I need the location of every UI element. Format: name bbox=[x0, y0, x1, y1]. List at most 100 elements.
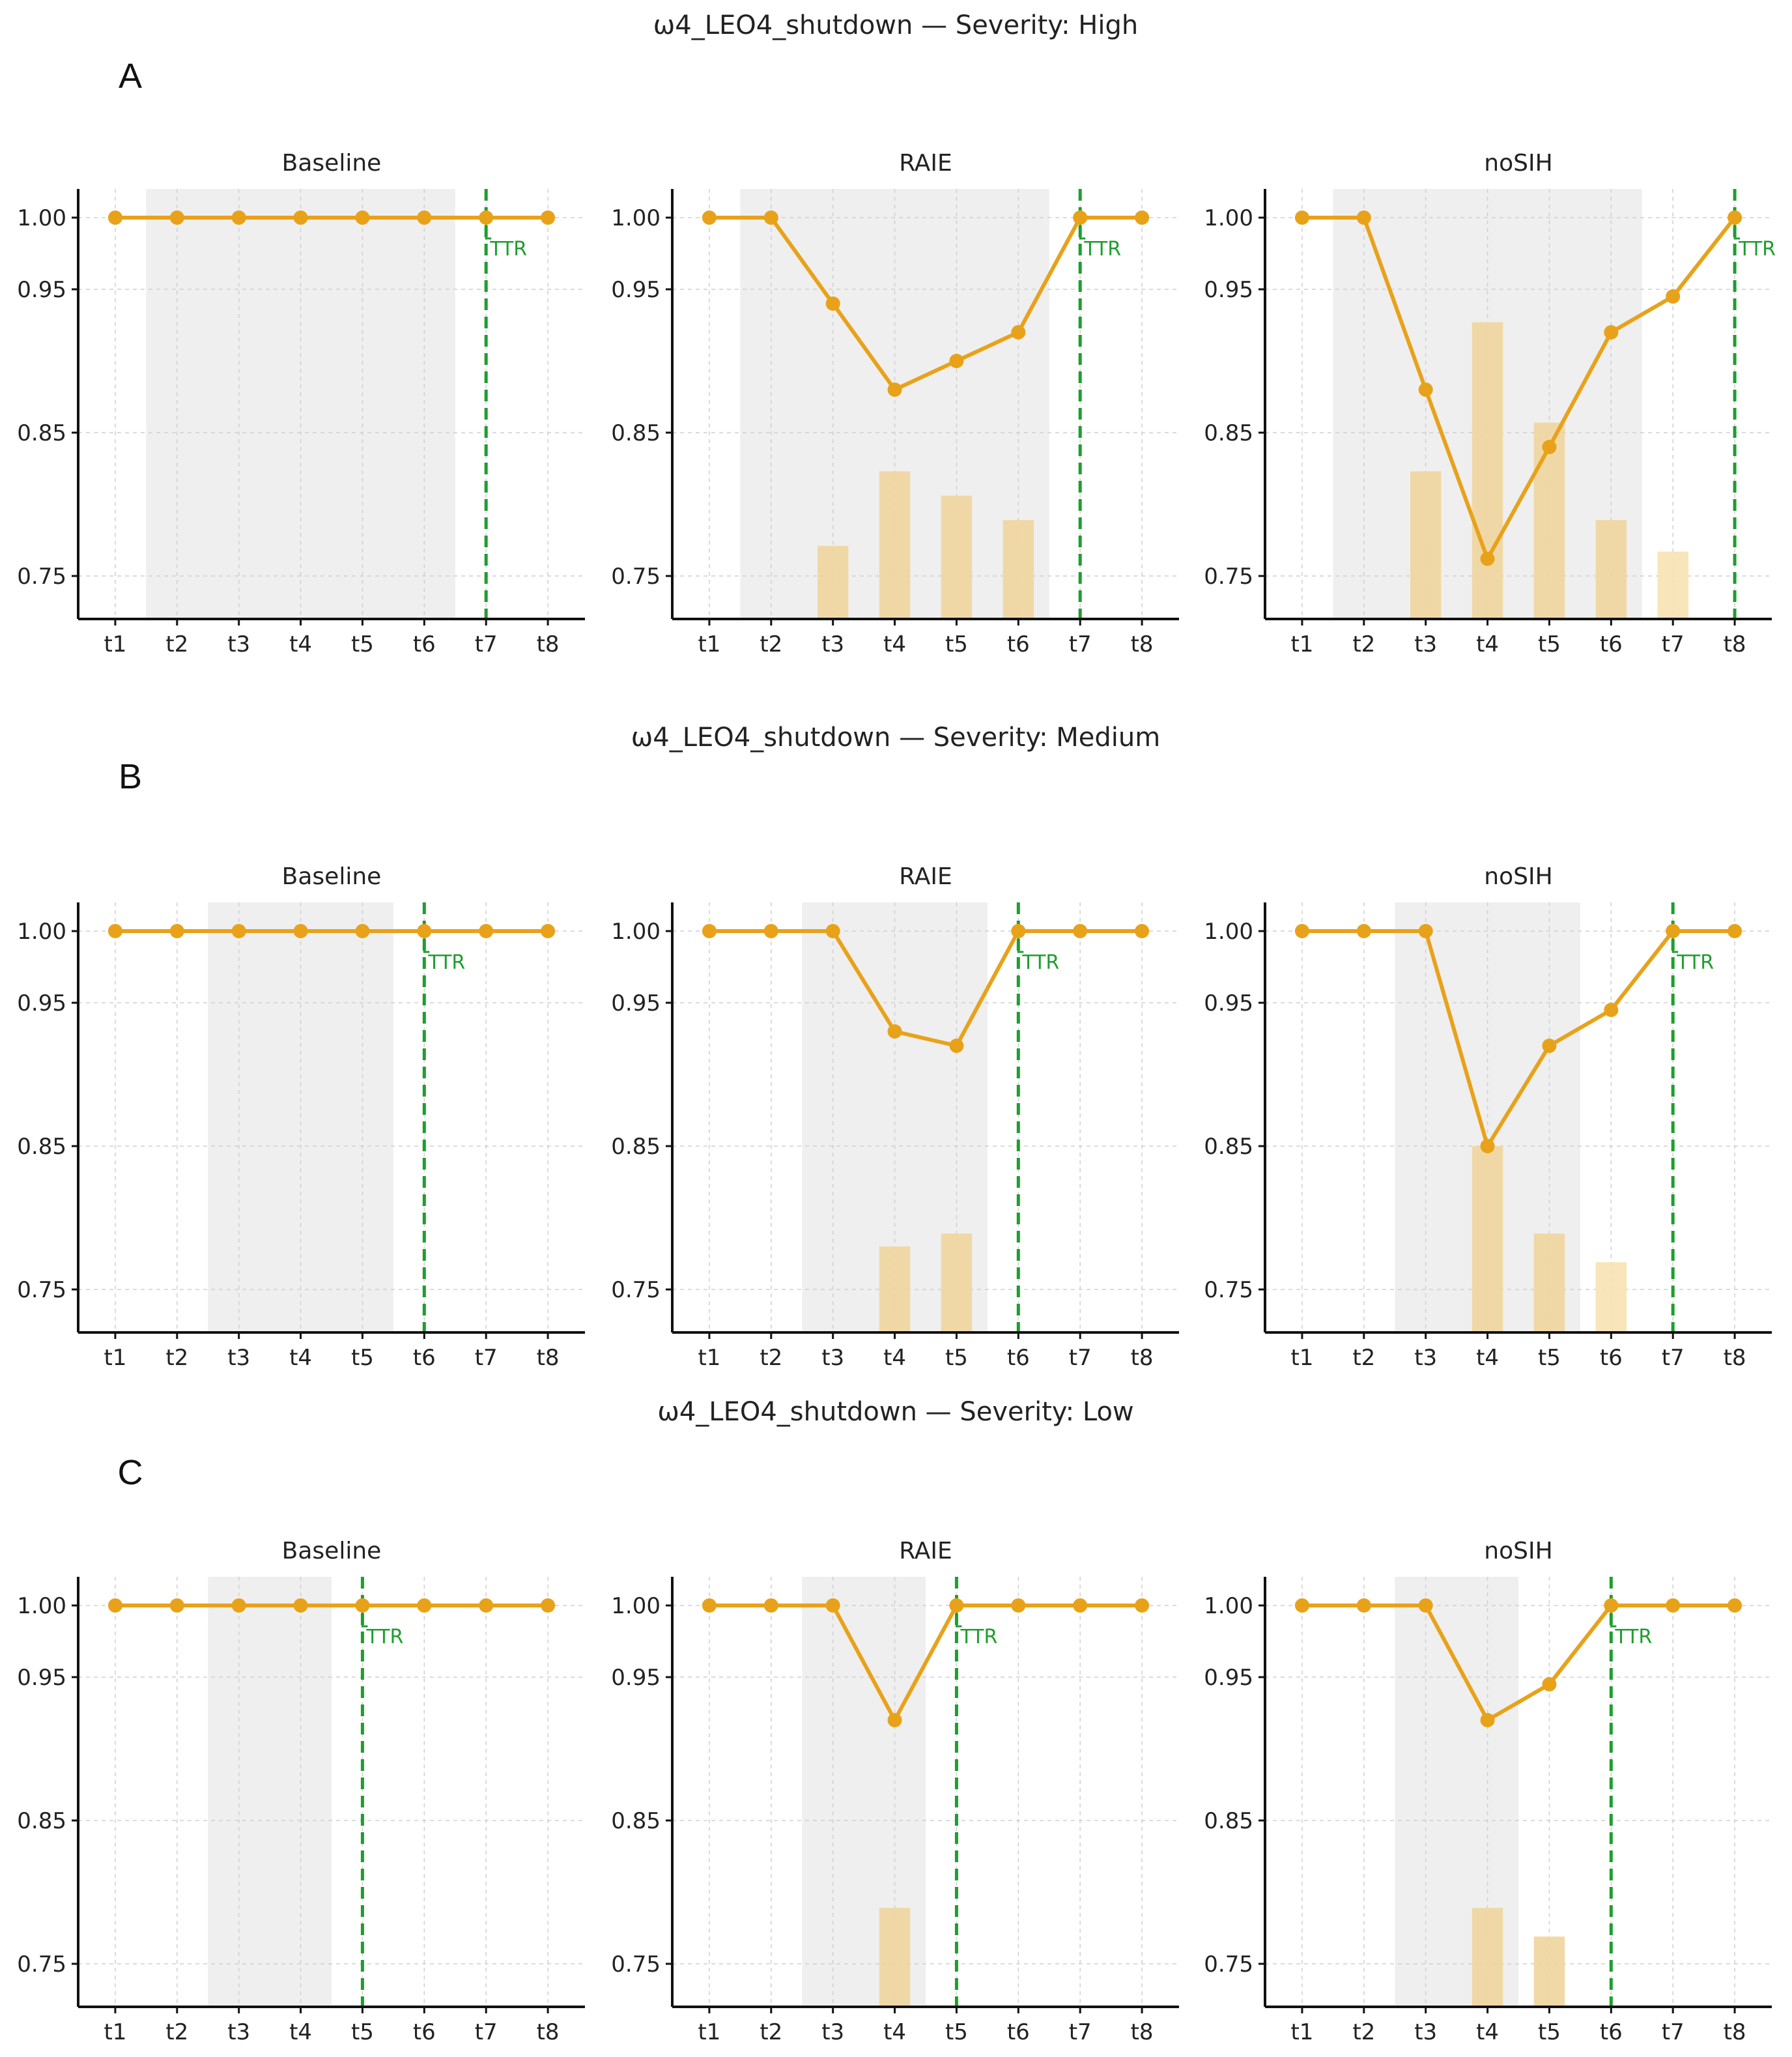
x-tick-label: t1 bbox=[1290, 1345, 1313, 1371]
panel-title: RAIE bbox=[899, 150, 952, 177]
x-tick-label: t8 bbox=[537, 2019, 560, 2045]
x-tick-label: t2 bbox=[165, 1345, 188, 1371]
data-point bbox=[1604, 325, 1619, 339]
disruption-window bbox=[208, 1577, 332, 2007]
data-point bbox=[107, 924, 122, 938]
ttr-label: TTR bbox=[489, 238, 527, 261]
x-tick-label: t1 bbox=[104, 1345, 126, 1371]
data-point bbox=[702, 1598, 717, 1613]
data-point bbox=[1480, 1139, 1495, 1153]
panel-nosih: noSIH TTR 0.75 0.85 0.95 1.00 t1 t2 t3 t4 t5 t6 t7 t8 bbox=[1204, 150, 1776, 657]
ttr-label: TTR bbox=[1676, 951, 1714, 974]
x-tick-label: t2 bbox=[1352, 631, 1375, 657]
impact-bar bbox=[817, 545, 849, 619]
x-tick-label: t4 bbox=[883, 2019, 906, 2045]
y-tick-label: 0.95 bbox=[611, 1665, 661, 1691]
data-point bbox=[1666, 924, 1681, 938]
y-tick-label: 0.85 bbox=[611, 1134, 661, 1160]
data-point bbox=[1294, 924, 1309, 938]
impact-bar bbox=[879, 1908, 911, 2007]
x-tick-label: t3 bbox=[821, 2019, 844, 2045]
data-point bbox=[231, 924, 246, 938]
y-tick-label: 0.75 bbox=[17, 1277, 66, 1303]
row-letter: C bbox=[118, 1453, 143, 1492]
y-tick-label: 1.00 bbox=[1204, 205, 1253, 231]
panel-baseline: Baseline TTR 0.75 0.85 0.95 1.00 t1 t2 t3 t4 t5 t6 t… bbox=[17, 863, 585, 1371]
x-tick-label: t4 bbox=[289, 1345, 312, 1371]
x-tick-label: t5 bbox=[945, 1345, 968, 1371]
y-tick-label: 0.95 bbox=[611, 277, 661, 303]
panel-title: noSIH bbox=[1484, 863, 1552, 890]
panel-title: RAIE bbox=[899, 863, 952, 890]
y-tick-label: 0.85 bbox=[611, 420, 661, 446]
x-tick-label: t7 bbox=[1069, 631, 1092, 657]
x-tick-label: t8 bbox=[1131, 1345, 1154, 1371]
data-point bbox=[887, 1024, 902, 1039]
data-point bbox=[231, 210, 246, 225]
ttr-label: TTR bbox=[1738, 238, 1776, 261]
data-point bbox=[1604, 1598, 1619, 1613]
x-tick-label: t6 bbox=[1007, 2019, 1030, 2045]
y-tick-label: 0.95 bbox=[611, 990, 661, 1016]
x-tick-label: t3 bbox=[1414, 1345, 1437, 1371]
data-point bbox=[1073, 1598, 1088, 1613]
data-point bbox=[1135, 210, 1150, 225]
data-point bbox=[1418, 382, 1433, 397]
data-point bbox=[1294, 210, 1309, 225]
y-tick-label: 0.85 bbox=[17, 420, 66, 446]
data-point bbox=[1542, 1677, 1557, 1691]
impact-bar bbox=[879, 1246, 911, 1332]
ttr-label: TTR bbox=[427, 951, 465, 974]
impact-bar bbox=[1595, 1262, 1627, 1332]
panel-title: RAIE bbox=[899, 1538, 952, 1564]
impact-bar bbox=[1595, 520, 1627, 619]
y-tick-label: 1.00 bbox=[17, 919, 66, 945]
x-tick-label: t2 bbox=[165, 2019, 188, 2045]
panel-title: noSIH bbox=[1484, 1538, 1552, 1564]
data-point bbox=[479, 924, 494, 938]
x-tick-label: t8 bbox=[537, 631, 560, 657]
x-tick-label: t2 bbox=[760, 631, 782, 657]
y-tick-label: 1.00 bbox=[17, 1593, 66, 1619]
x-tick-label: t4 bbox=[1476, 1345, 1499, 1371]
series-line bbox=[709, 216, 1143, 392]
y-tick-label: 0.95 bbox=[17, 1665, 66, 1691]
row-title: ω4_LEO4_shutdown — Severity: High bbox=[653, 10, 1138, 40]
data-point bbox=[1135, 924, 1150, 938]
data-point bbox=[1135, 1598, 1150, 1613]
figure-row-c: ω4_LEO4_shutdown — Severity: Low C Baselin… bbox=[17, 1397, 1772, 2045]
x-tick-label: t1 bbox=[1290, 631, 1313, 657]
data-point bbox=[1542, 1039, 1557, 1053]
figure-row-a: ω4_LEO4_shutdown — Severity: High A Baseli… bbox=[17, 10, 1776, 657]
data-point bbox=[1073, 210, 1088, 225]
data-point bbox=[169, 924, 184, 938]
x-tick-label: t7 bbox=[1662, 2019, 1685, 2045]
y-tick-label: 1.00 bbox=[611, 1593, 661, 1619]
x-tick-label: t6 bbox=[413, 2019, 436, 2045]
x-tick-label: t2 bbox=[760, 2019, 782, 2045]
x-tick-label: t7 bbox=[475, 2019, 498, 2045]
x-tick-label: t5 bbox=[945, 2019, 968, 2045]
data-point bbox=[355, 924, 370, 938]
data-point bbox=[1480, 551, 1495, 566]
data-point bbox=[1542, 440, 1557, 454]
x-tick-label: t1 bbox=[698, 2019, 720, 2045]
data-point bbox=[949, 354, 964, 368]
x-tick-label: t7 bbox=[1662, 1345, 1685, 1371]
data-point bbox=[107, 210, 122, 225]
data-point bbox=[1728, 1598, 1742, 1613]
x-tick-label: t3 bbox=[1414, 631, 1437, 657]
panel-raie: RAIE TTR 0.75 0.85 0.95 1.00 t1 t2 t3 t4 t5 t6 t7 t8 bbox=[611, 150, 1179, 657]
panel-title: Baseline bbox=[282, 150, 382, 177]
y-tick-label: 0.75 bbox=[17, 1951, 66, 1978]
panel-raie: RAIE TTR 0.75 0.85 0.95 1.00 t1 t2 t3 t4 t5 t6 t7 t8 bbox=[611, 1538, 1179, 2045]
ttr-label: TTR bbox=[365, 1626, 403, 1648]
data-point bbox=[1356, 210, 1371, 225]
x-tick-label: t7 bbox=[475, 631, 498, 657]
data-point bbox=[417, 1598, 432, 1613]
y-tick-label: 0.75 bbox=[611, 564, 661, 590]
y-tick-label: 0.85 bbox=[1204, 1808, 1253, 1834]
x-tick-label: t8 bbox=[1724, 1345, 1746, 1371]
x-tick-label: t7 bbox=[1662, 631, 1685, 657]
row-title: ω4_LEO4_shutdown — Severity: Low bbox=[657, 1397, 1133, 1427]
